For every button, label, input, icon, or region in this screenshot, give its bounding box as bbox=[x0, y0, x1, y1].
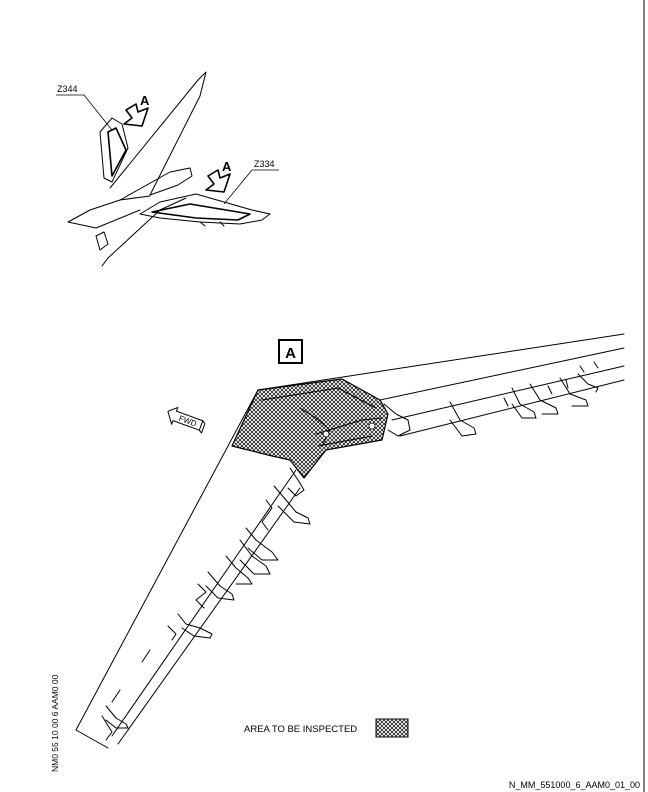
fwd-arrow-icon: FWD bbox=[167, 406, 206, 434]
stabilizer-root-edge bbox=[75, 389, 259, 749]
stabilizer-leading-edge bbox=[257, 333, 625, 391]
side-reference: NM0 55 10 00 6 AAM0 00 bbox=[50, 674, 60, 772]
figure-reference: N_MM_551000_6_AAM0_01_00 bbox=[509, 780, 640, 790]
zone-upper-leader bbox=[83, 94, 113, 131]
view-a-box bbox=[278, 339, 303, 364]
tail-locator-view: A A Z344 Z334 bbox=[56, 71, 279, 267]
view-arrow-upper-icon bbox=[123, 103, 149, 127]
zone-upper-label: Z344 bbox=[57, 84, 78, 94]
inspection-area bbox=[231, 378, 389, 479]
zone-lower-leader bbox=[223, 169, 253, 205]
detail-view-a: A FWD bbox=[75, 333, 625, 749]
view-arrow-lower-label: A bbox=[222, 159, 232, 174]
view-arrow-lower-icon bbox=[205, 169, 231, 193]
zone-lower-label: Z334 bbox=[254, 159, 275, 169]
legend: AREA TO BE INSPECTED bbox=[244, 718, 409, 738]
legend-hatch-swatch bbox=[375, 718, 409, 738]
hinge-fitting bbox=[449, 401, 477, 437]
horizontal-stabilizer bbox=[139, 193, 271, 225]
fuselage-tail bbox=[67, 195, 151, 229]
rudder bbox=[99, 117, 129, 183]
view-arrow-upper-label: A bbox=[140, 93, 150, 108]
vertical-fin bbox=[109, 71, 207, 196]
view-a-label: A bbox=[285, 345, 296, 362]
legend-label: AREA TO BE INSPECTED bbox=[244, 724, 357, 735]
